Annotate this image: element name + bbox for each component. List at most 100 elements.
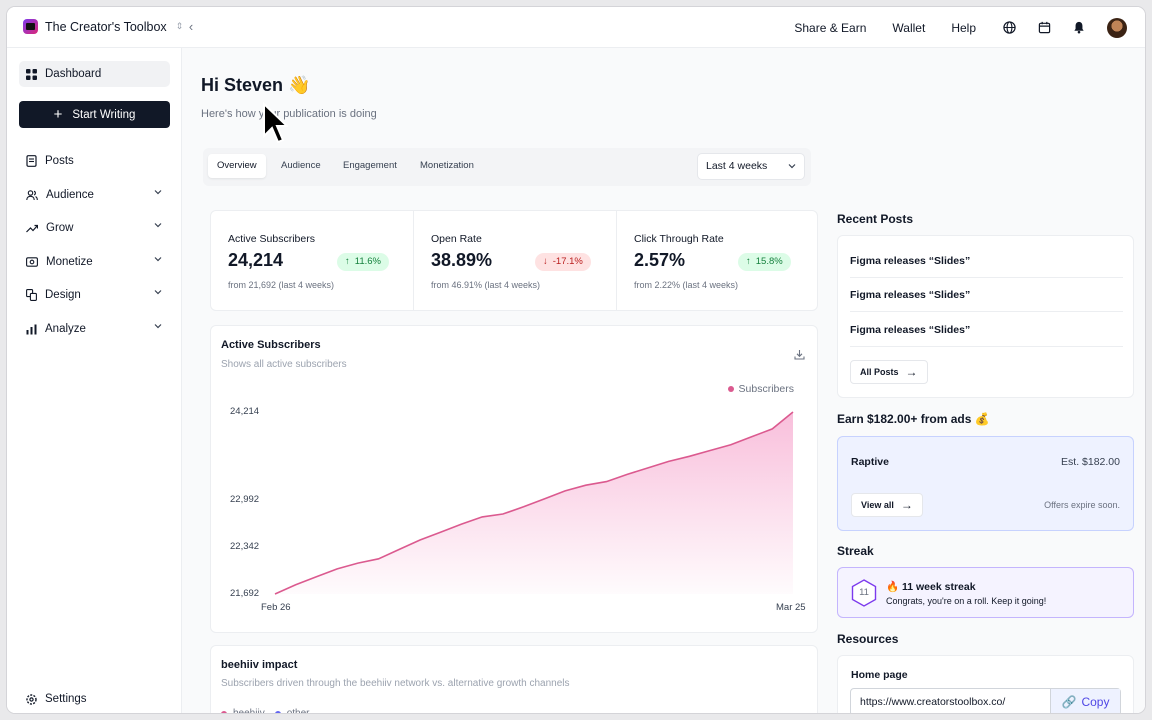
avatar[interactable]: [1107, 17, 1127, 38]
offers-note: Offers expire soon.: [1044, 500, 1120, 510]
all-posts-label: All Posts: [860, 367, 899, 377]
legend-label: beehiiv: [233, 708, 265, 713]
ads-card: Raptive Est. $182.00 View all → Offers e…: [837, 436, 1134, 531]
y-tick-label: 22,992: [230, 494, 260, 506]
wallet-link[interactable]: Wallet: [892, 20, 926, 35]
streak-count: 11: [859, 587, 869, 598]
metric-label: Active Subscribers: [228, 233, 315, 245]
sidebar-item-label: Monetize: [46, 256, 93, 268]
legend-dot: [221, 710, 227, 713]
chevron-updown-icon: ⇕: [175, 21, 184, 31]
chart-legend: Subscribers: [727, 383, 794, 395]
sidebar-item-design[interactable]: Design: [19, 282, 170, 308]
subscribers-area-chart: [274, 411, 794, 595]
sidebar-item-settings[interactable]: Settings: [19, 686, 170, 712]
subscribers-line: [274, 411, 794, 595]
sidebar-item-posts[interactable]: Posts: [19, 148, 170, 174]
grid-icon: [26, 68, 37, 80]
chevron-down-icon: [154, 290, 162, 295]
post-item[interactable]: Figma releases “Slides”: [850, 313, 1123, 347]
beehiiv-impact-card: beehiiv impact Subscribers driven throug…: [210, 645, 818, 713]
sidebar-item-monetize[interactable]: Monetize: [19, 249, 170, 275]
sidebar-item-label: Settings: [45, 693, 87, 705]
metric-from: from 21,692 (last 4 weeks): [228, 280, 335, 290]
sidebar-item-label: Audience: [46, 189, 94, 201]
sidebar-item-label: Dashboard: [45, 68, 102, 80]
trending-up-icon: [26, 224, 38, 232]
metric-change: 11.6%: [354, 256, 381, 267]
gear-icon: [26, 693, 37, 705]
bar-chart-icon: [26, 324, 37, 334]
divider: [413, 211, 414, 311]
sidebar-item-analyze[interactable]: Analyze: [19, 316, 170, 342]
dashboard-tabs: Overview Audience Engagement Monetizatio…: [203, 148, 811, 186]
metric-change: 15.8%: [755, 256, 783, 267]
arrow-up-icon: ↑: [746, 256, 751, 267]
hexagon-badge-icon: [851, 579, 877, 607]
all-posts-button[interactable]: All Posts →: [850, 360, 928, 384]
y-tick-label: 21,692: [230, 588, 260, 599]
globe-icon[interactable]: [1002, 21, 1016, 35]
metric-value: 38.89%: [431, 250, 493, 270]
x-tick-label: Mar 25: [776, 602, 806, 613]
recent-posts-card: Figma releases “Slides” Figma releases “…: [837, 235, 1134, 398]
tab-monetization[interactable]: Monetization: [420, 160, 474, 171]
metric-change-badge: ↑ 11.6%: [337, 253, 389, 271]
calendar-icon[interactable]: [1037, 21, 1051, 35]
date-range-select[interactable]: Last 4 weeks: [697, 153, 805, 180]
arrow-up-icon: ↑: [345, 256, 350, 267]
app-window: The Creator's Toolbox ⇕ ‹ Share & Earn W…: [7, 7, 1145, 713]
arrow-right-icon: →: [905, 365, 918, 379]
chevron-down-icon: [154, 190, 162, 195]
y-tick-label: 22,342: [230, 541, 260, 553]
publication-logo: [23, 19, 38, 34]
resources-card: Home page https://www.creatorstoolbox.co…: [837, 655, 1134, 713]
start-writing-label: Start Writing: [72, 108, 136, 121]
bell-icon[interactable]: [1072, 21, 1086, 35]
plus-icon: +: [53, 106, 63, 123]
post-item[interactable]: Figma releases “Slides”: [850, 278, 1123, 312]
tab-overview[interactable]: Overview: [208, 154, 266, 178]
chevron-down-icon: [154, 223, 162, 228]
impact-subtitle: Subscribers driven through the beehiiv n…: [221, 678, 570, 689]
users-icon: [26, 189, 38, 200]
y-tick-label: 24,214: [230, 406, 260, 417]
tab-engagement[interactable]: Engagement: [343, 160, 397, 171]
sidebar-item-label: Posts: [45, 155, 74, 167]
ad-estimate: Est. $182.00: [1061, 456, 1120, 468]
home-page-label: Home page: [851, 669, 908, 681]
help-link[interactable]: Help: [951, 20, 976, 35]
start-writing-button[interactable]: + Start Writing: [19, 101, 170, 128]
streak-headline: 🔥 11 week streak: [886, 581, 976, 593]
home-page-url-field[interactable]: https://www.creatorstoolbox.co/ 🔗 Copy: [850, 688, 1121, 713]
arrow-down-icon: ↓: [543, 256, 548, 267]
publication-switcher[interactable]: The Creator's Toolbox ⇕: [23, 19, 183, 34]
chevron-down-icon: [154, 324, 162, 329]
tab-audience[interactable]: Audience: [281, 160, 321, 171]
sidebar-item-dashboard[interactable]: Dashboard: [19, 61, 170, 87]
impact-title: beehiiv impact: [221, 659, 298, 671]
subscribers-chart-card: Active Subscribers Shows all active subs…: [210, 325, 818, 633]
sidebar-item-grow[interactable]: Grow: [19, 215, 170, 241]
metric-label: Click Through Rate: [634, 233, 724, 245]
legend-dot: [274, 710, 281, 713]
view-all-button[interactable]: View all →: [851, 493, 923, 517]
publication-name: The Creator's Toolbox: [45, 19, 167, 34]
share-earn-link[interactable]: Share & Earn: [794, 20, 867, 35]
link-icon: 🔗: [1061, 695, 1077, 709]
metric-label: Open Rate: [431, 233, 482, 245]
streak-card: 11 🔥 11 week streak Congrats, you're on …: [837, 567, 1134, 618]
collapse-sidebar-button[interactable]: ‹: [188, 19, 194, 34]
download-icon[interactable]: [794, 349, 805, 360]
metric-value: 2.57%: [634, 250, 686, 270]
chart-title: Active Subscribers: [221, 339, 321, 351]
copy-button[interactable]: 🔗 Copy: [1050, 689, 1120, 713]
sidebar-item-audience[interactable]: Audience: [19, 182, 170, 208]
metrics-card: Active Subscribers 24,214 ↑ 11.6% from 21…: [210, 210, 818, 311]
palette-icon: [26, 289, 37, 301]
impact-legend: beehiiv other: [221, 708, 310, 713]
resources-title: Resources: [837, 632, 899, 646]
page-title: Hi Steven 👋: [201, 75, 311, 95]
post-item[interactable]: Figma releases “Slides”: [850, 244, 1123, 278]
sidebar: Dashboard + Start Writing Posts Audience…: [7, 48, 182, 713]
